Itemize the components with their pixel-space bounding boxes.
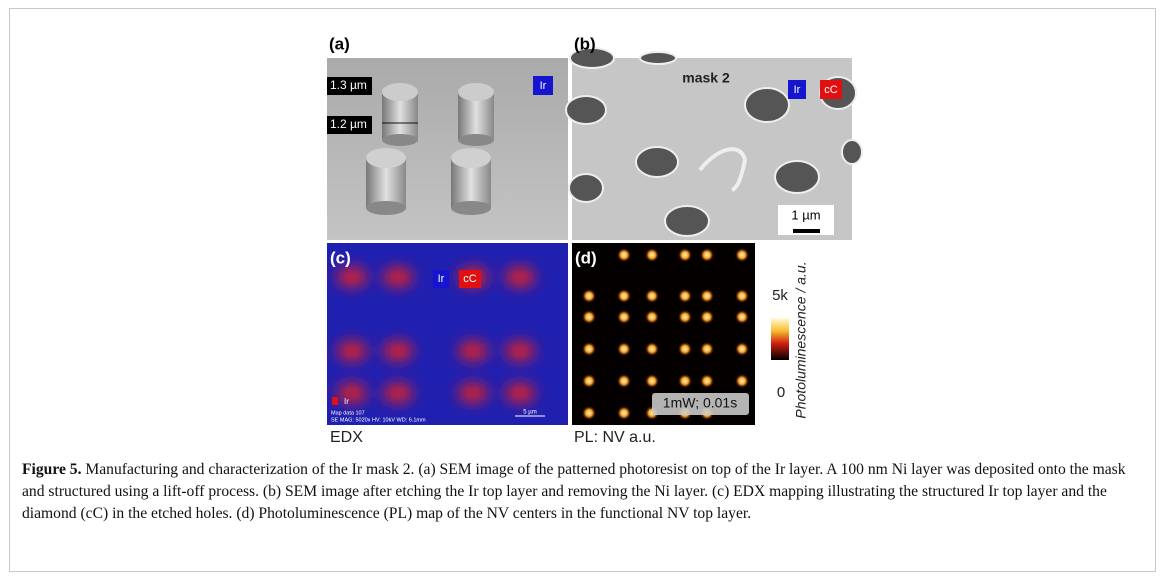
colorbar-label: 5k: [772, 287, 788, 304]
annotation: Ir: [540, 80, 547, 92]
panel-c: [327, 243, 568, 425]
pl-dot: [645, 248, 659, 262]
pl-dot: [735, 342, 749, 356]
panel-caption: PL: NV a.u.: [574, 429, 656, 446]
annotation: cC: [463, 273, 477, 285]
pl-dot: [678, 289, 692, 303]
panel-label: (d): [575, 248, 597, 267]
annotation: 1.2 µm: [330, 117, 367, 131]
edx-blob: [383, 383, 413, 403]
annotation: SE MAG: 5020x HV: 10kV WD: 6.1mm: [331, 417, 426, 423]
figure-caption: Figure 5. Manufacturing and characteriza…: [22, 459, 1142, 525]
caption-label: Figure 5.: [22, 461, 81, 478]
edx-blob: [383, 341, 413, 361]
edx-blob: [458, 341, 488, 361]
pl-dot: [700, 310, 714, 324]
legend-swatch: [332, 397, 338, 405]
pl-dot: [700, 374, 714, 388]
colorbar: [771, 318, 789, 360]
pl-dot: [617, 310, 631, 324]
pl-dot: [617, 289, 631, 303]
pl-dot: [678, 342, 692, 356]
annotation: 5 µm: [523, 410, 536, 416]
page: (a) (b) (c) (d) 1.3 µm 1.2 µm Ir mask 2 …: [0, 0, 1167, 582]
colorbar-title: Photoluminescence / a.u.: [793, 261, 809, 418]
edx-blob: [505, 341, 535, 361]
edx-blob: [337, 341, 367, 361]
edx-blob: [337, 267, 367, 287]
edx-blob: [383, 267, 413, 287]
scale-bar: [793, 229, 820, 233]
pl-dot: [617, 374, 631, 388]
pl-dot: [700, 342, 714, 356]
pl-dot: [582, 406, 596, 420]
annotation: 1.3 µm: [330, 78, 367, 92]
pl-dot: [678, 310, 692, 324]
annotation: 1 µm: [791, 207, 820, 222]
pl-dot: [700, 289, 714, 303]
edx-blob: [458, 383, 488, 403]
pl-dot: [645, 289, 659, 303]
edx-blob: [505, 383, 535, 403]
pl-dot: [678, 374, 692, 388]
pl-dot: [678, 248, 692, 262]
caption-text: Manufacturing and characterization of th…: [22, 461, 1126, 522]
pl-dot: [617, 248, 631, 262]
annotation: 1mW; 0.01s: [663, 395, 737, 411]
annotation: Ir: [438, 273, 445, 285]
pl-dot: [735, 289, 749, 303]
annotation: mask 2: [682, 70, 730, 86]
annotation: cC: [824, 84, 838, 96]
figure: (a) (b) (c) (d) 1.3 µm 1.2 µm Ir mask 2 …: [0, 0, 1167, 460]
pl-dot: [617, 342, 631, 356]
annotation: Ir: [794, 84, 801, 96]
edx-blob: [505, 267, 535, 287]
pl-dot: [617, 406, 631, 420]
pl-dot: [645, 310, 659, 324]
pl-dot: [645, 342, 659, 356]
panel-label: (a): [329, 34, 350, 53]
pl-dot: [582, 342, 596, 356]
pl-dot: [735, 248, 749, 262]
pl-dot: [700, 248, 714, 262]
edx-blob: [337, 383, 367, 403]
panel-label: (c): [330, 248, 351, 267]
pl-dot: [582, 374, 596, 388]
pl-dot: [645, 374, 659, 388]
panel-caption: EDX: [330, 429, 363, 446]
panel-label: (b): [574, 34, 596, 53]
annotation: Map data 107: [331, 410, 365, 416]
annotation: Ir: [344, 397, 349, 406]
pl-dot: [582, 289, 596, 303]
pl-dot: [735, 374, 749, 388]
colorbar-label: 0: [777, 384, 785, 401]
pl-dot: [582, 310, 596, 324]
pl-dot: [735, 310, 749, 324]
